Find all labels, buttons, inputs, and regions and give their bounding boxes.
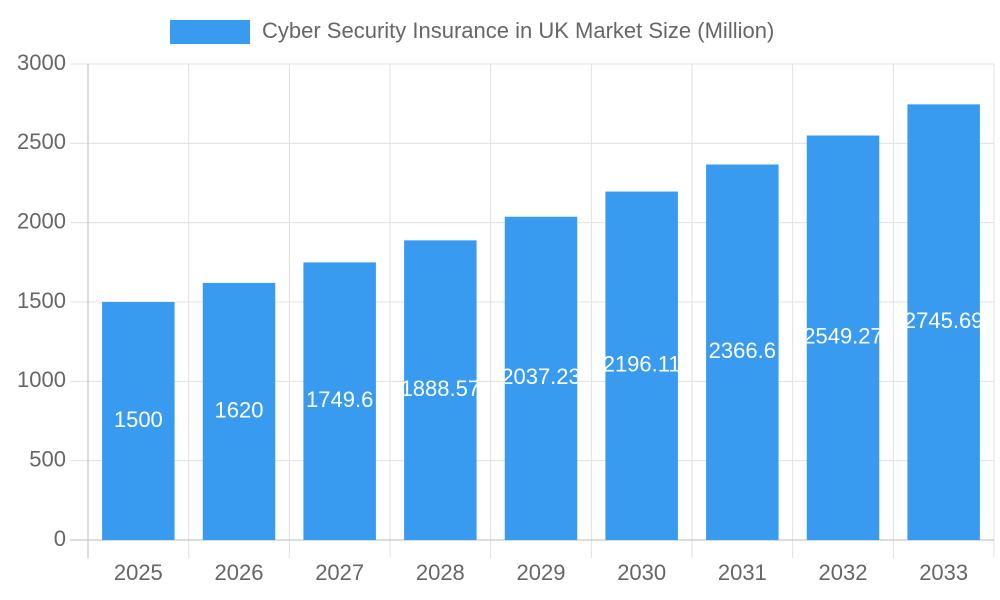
bar (907, 104, 980, 540)
value-label: 2196.11 (603, 352, 681, 377)
x-tick-label: 2027 (315, 560, 364, 585)
bar (303, 262, 376, 540)
bar (404, 240, 477, 540)
x-tick-label: 2029 (517, 560, 566, 585)
x-tick-label: 2026 (215, 560, 264, 585)
y-tick-label: 500 (29, 446, 66, 471)
value-label: 1749.6 (306, 387, 373, 412)
bar (806, 135, 880, 541)
y-tick-label: 2000 (17, 208, 66, 233)
legend-label: Cyber Security Insurance in UK Market Si… (262, 18, 774, 43)
value-label: 1888.57 (401, 376, 481, 401)
x-tick-label: 2028 (416, 560, 465, 585)
bar (202, 282, 276, 540)
value-label: 2037.23 (501, 364, 581, 389)
y-tick-label: 1500 (17, 288, 66, 313)
value-label: 1620 (215, 397, 264, 422)
value-label: 2366.6 (709, 338, 776, 363)
x-tick-label: 2033 (919, 560, 968, 585)
y-tick-label: 0 (54, 526, 66, 551)
bar (102, 302, 175, 540)
value-label: 1500 (114, 407, 163, 432)
bar (504, 216, 578, 540)
x-tick-label: 2032 (819, 560, 868, 585)
value-label: 2549.27 (803, 324, 883, 349)
bar (605, 191, 678, 541)
legend-swatch (170, 20, 250, 44)
x-tick-label: 2030 (617, 560, 666, 585)
y-tick-label: 3000 (17, 50, 66, 75)
value-label: 2745.69 (904, 308, 984, 333)
x-tick-label: 2031 (718, 560, 767, 585)
bar (706, 164, 779, 541)
y-tick-label: 1000 (17, 367, 66, 392)
y-tick-label: 2500 (17, 129, 66, 154)
x-tick-label: 2025 (114, 560, 163, 585)
